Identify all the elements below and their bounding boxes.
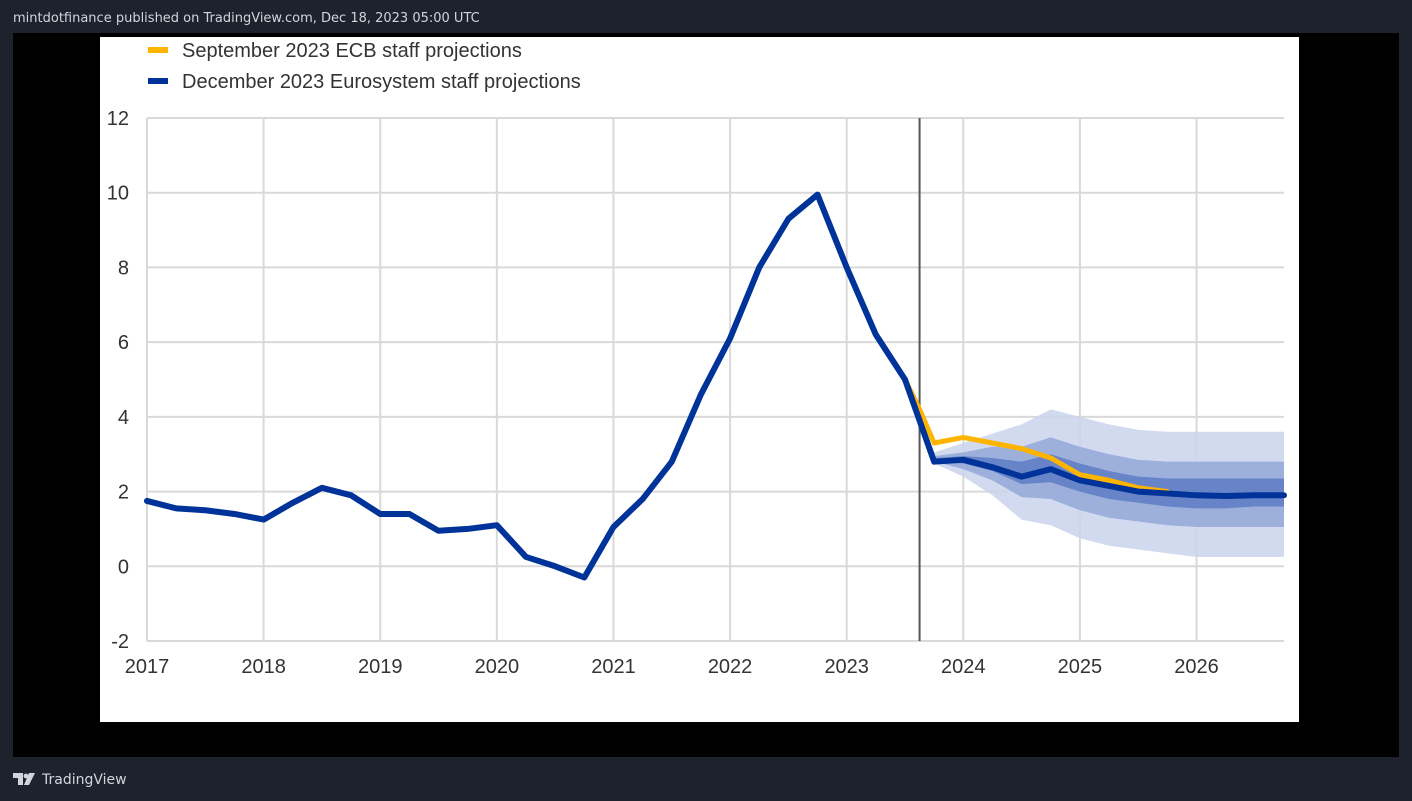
y-tick-label: 6 [118,332,129,354]
tick-labels: -2 0 2 4 6 8 10 12 2017 2018 2019 2020 2021 2022 2023 2… [107,108,1219,678]
y-tick-label: -2 [111,631,129,653]
x-tick-label: 2019 [358,656,403,678]
y-tick-label: 0 [118,556,129,578]
inflation-chart: -2 0 2 4 6 8 10 12 2017 2018 2019 2020 2021 2022 2023 2… [107,40,1287,678]
x-tick-label: 2025 [1058,656,1103,678]
series-layer [144,191,1287,581]
grid-layer [146,117,1284,642]
y-tick-label: 10 [107,183,129,205]
legend-swatch-december [148,78,168,84]
tradingview-logo-icon [13,773,35,785]
series-line-december [144,191,1287,581]
footer-brand[interactable]: TradingView [13,770,127,790]
x-tick-label: 2024 [941,656,986,678]
x-tick-label: 2022 [708,656,753,678]
y-tick-label: 4 [118,407,129,429]
legend-label-september: September 2023 ECB staff projections [182,40,522,62]
x-tick-label: 2023 [824,656,869,678]
x-tick-label: 2021 [591,656,636,678]
x-tick-label: 2020 [475,656,520,678]
y-tick-label: 12 [107,108,129,130]
legend-swatch-september [148,47,168,53]
x-tick-label: 2018 [241,656,286,678]
legend: September 2023 ECB staff projections Dec… [148,40,581,93]
series-line-september [902,377,1170,495]
y-tick-label: 8 [118,257,129,279]
footer-brand-label: TradingView [42,772,127,788]
y-tick-label: 2 [118,482,129,504]
legend-label-december: December 2023 Eurosystem staff projectio… [182,71,581,93]
x-tick-label: 2026 [1174,656,1219,678]
x-tick-label: 2017 [125,656,170,678]
chart-panel: -2 0 2 4 6 8 10 12 2017 2018 2019 2020 2021 2022 2023 2… [100,37,1299,722]
publish-header: mintdotfinance published on TradingView.… [13,11,480,26]
